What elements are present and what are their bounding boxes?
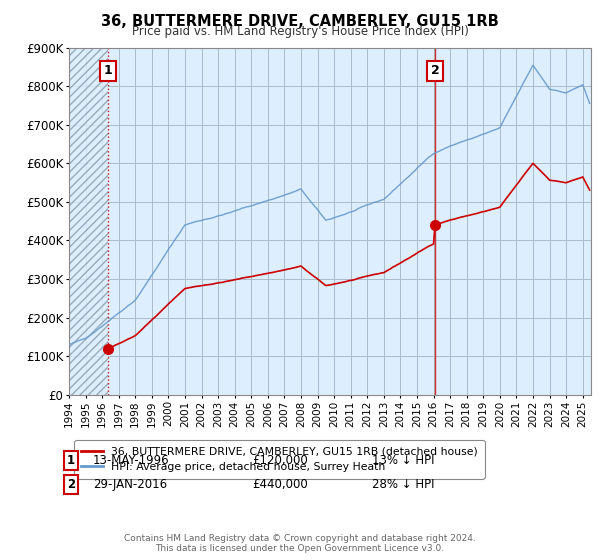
Text: 2: 2 [67,478,75,491]
Text: 13% ↓ HPI: 13% ↓ HPI [372,454,434,467]
Text: £120,000: £120,000 [252,454,308,467]
Text: Contains HM Land Registry data © Crown copyright and database right 2024.
This d: Contains HM Land Registry data © Crown c… [124,534,476,553]
Text: 1: 1 [67,454,75,467]
Text: 13-MAY-1996: 13-MAY-1996 [93,454,170,467]
Legend: 36, BUTTERMERE DRIVE, CAMBERLEY, GU15 1RB (detached house), HPI: Average price, : 36, BUTTERMERE DRIVE, CAMBERLEY, GU15 1R… [74,440,485,479]
Text: Price paid vs. HM Land Registry's House Price Index (HPI): Price paid vs. HM Land Registry's House … [131,25,469,38]
Text: 29-JAN-2016: 29-JAN-2016 [93,478,167,491]
Text: 1: 1 [104,64,113,77]
Text: £440,000: £440,000 [252,478,308,491]
Text: 36, BUTTERMERE DRIVE, CAMBERLEY, GU15 1RB: 36, BUTTERMERE DRIVE, CAMBERLEY, GU15 1R… [101,14,499,29]
Bar [69,48,108,395]
Text: 2: 2 [431,64,439,77]
Text: 28% ↓ HPI: 28% ↓ HPI [372,478,434,491]
